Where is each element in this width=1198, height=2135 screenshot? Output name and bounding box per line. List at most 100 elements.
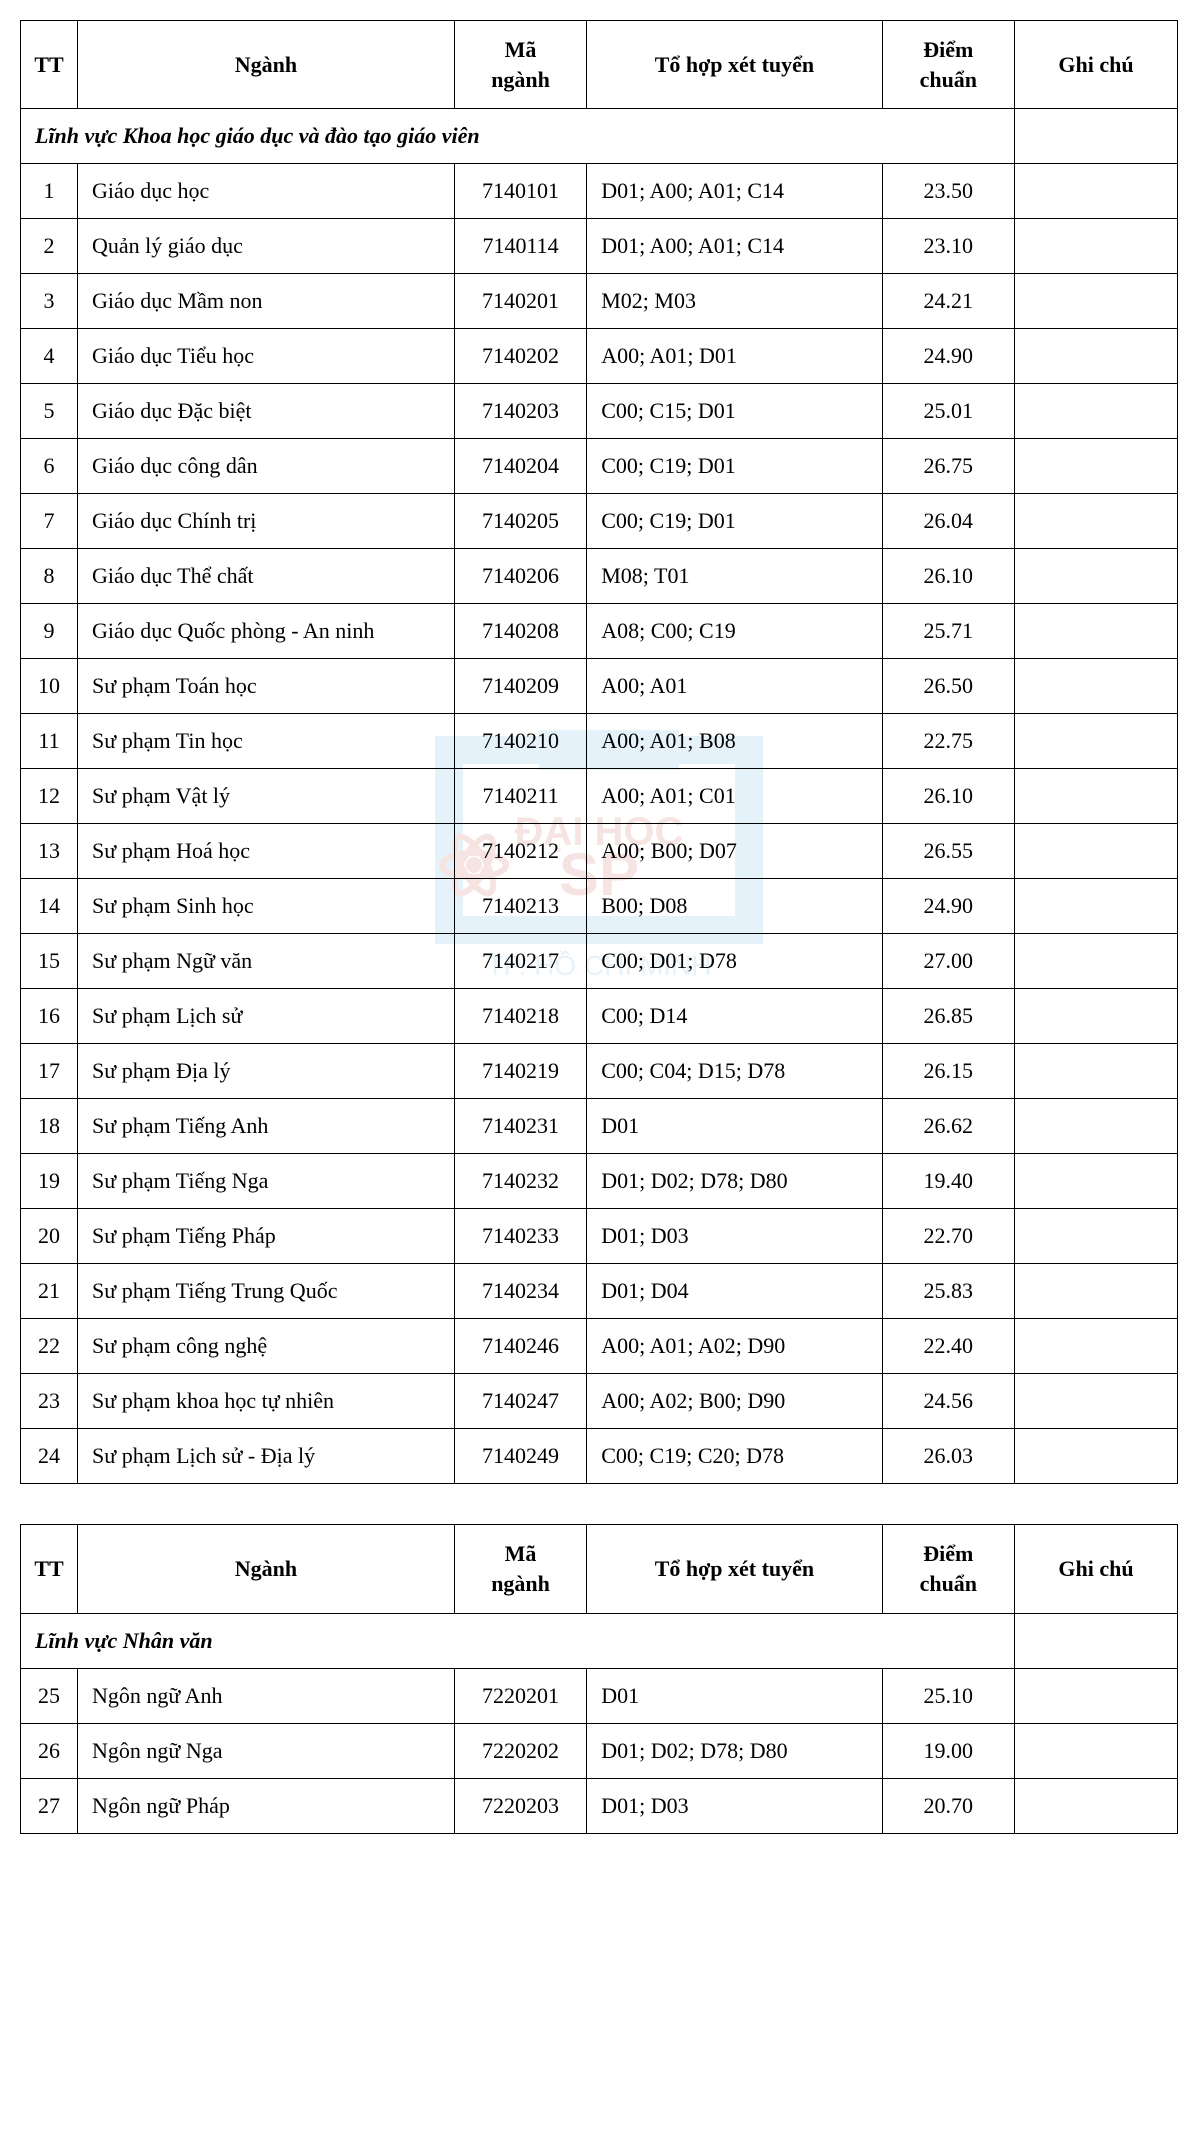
cell-tt: 3 — [21, 274, 78, 329]
cell-ma: 7140101 — [454, 164, 586, 219]
cell-tt: 20 — [21, 1209, 78, 1264]
cell-tt: 15 — [21, 934, 78, 989]
cell-ghi — [1015, 824, 1178, 879]
cell-ghi — [1015, 329, 1178, 384]
table-row: 5Giáo dục Đặc biệt7140203C00; C15; D0125… — [21, 384, 1178, 439]
section-title: Lĩnh vực Nhân văn — [21, 1613, 1015, 1668]
cell-diem: 25.10 — [882, 1668, 1014, 1723]
cell-diem: 19.40 — [882, 1154, 1014, 1209]
cell-ghi — [1015, 549, 1178, 604]
cell-diem: 26.55 — [882, 824, 1014, 879]
table-header-row: TTNgànhMãngànhTổ hợp xét tuyểnĐiểmchuẩnG… — [21, 21, 1178, 109]
header-tohop: Tổ hợp xét tuyển — [587, 1525, 882, 1613]
cell-th: M08; T01 — [587, 549, 882, 604]
cell-diem: 23.10 — [882, 219, 1014, 274]
table-row: 17Sư phạm Địa lý7140219C00; C04; D15; D7… — [21, 1044, 1178, 1099]
cell-diem: 27.00 — [882, 934, 1014, 989]
cell-nganh: Sư phạm Toán học — [78, 659, 455, 714]
cell-ma: 7140206 — [454, 549, 586, 604]
cell-ghi — [1015, 1154, 1178, 1209]
cell-diem: 26.10 — [882, 769, 1014, 824]
cell-ma: 7140208 — [454, 604, 586, 659]
table-row: 12Sư phạm Vật lý7140211A00; A01; C0126.1… — [21, 769, 1178, 824]
cell-ghi — [1015, 384, 1178, 439]
cell-ma: 7140219 — [454, 1044, 586, 1099]
cell-th: C00; D14 — [587, 989, 882, 1044]
cell-ma: 7140211 — [454, 769, 586, 824]
cell-ghi — [1015, 604, 1178, 659]
header-ghi: Ghi chú — [1015, 21, 1178, 109]
cell-nganh: Sư phạm khoa học tự nhiên — [78, 1374, 455, 1429]
cell-th: D01; D02; D78; D80 — [587, 1154, 882, 1209]
cell-diem: 25.01 — [882, 384, 1014, 439]
cell-th: C00; C19; D01 — [587, 494, 882, 549]
cell-diem: 26.04 — [882, 494, 1014, 549]
cell-diem: 26.15 — [882, 1044, 1014, 1099]
cell-ghi — [1015, 494, 1178, 549]
cell-tt: 13 — [21, 824, 78, 879]
cell-th: A08; C00; C19 — [587, 604, 882, 659]
cell-ghi — [1015, 1778, 1178, 1833]
cell-ma: 7140210 — [454, 714, 586, 769]
cell-th: A00; A01; A02; D90 — [587, 1319, 882, 1374]
table-row: 3Giáo dục Mầm non7140201M02; M0324.21 — [21, 274, 1178, 329]
header-ghi: Ghi chú — [1015, 1525, 1178, 1613]
cell-diem: 22.70 — [882, 1209, 1014, 1264]
cell-th: C00; C15; D01 — [587, 384, 882, 439]
admission-table-0: TTNgànhMãngànhTổ hợp xét tuyểnĐiểmchuẩnG… — [20, 20, 1178, 1484]
cell-diem: 26.75 — [882, 439, 1014, 494]
cell-th: A00; A01 — [587, 659, 882, 714]
cell-tt: 5 — [21, 384, 78, 439]
cell-tt: 11 — [21, 714, 78, 769]
cell-th: C00; C19; C20; D78 — [587, 1429, 882, 1484]
cell-diem: 26.10 — [882, 549, 1014, 604]
table-row: 26Ngôn ngữ Nga7220202D01; D02; D78; D801… — [21, 1723, 1178, 1778]
header-tt: TT — [21, 1525, 78, 1613]
table-row: 25Ngôn ngữ Anh7220201D0125.10 — [21, 1668, 1178, 1723]
cell-ma: 7140217 — [454, 934, 586, 989]
cell-th: A00; B00; D07 — [587, 824, 882, 879]
cell-nganh: Sư phạm Tiếng Trung Quốc — [78, 1264, 455, 1319]
cell-tt: 6 — [21, 439, 78, 494]
table-row: 19Sư phạm Tiếng Nga7140232D01; D02; D78;… — [21, 1154, 1178, 1209]
cell-ghi — [1015, 1668, 1178, 1723]
cell-tt: 21 — [21, 1264, 78, 1319]
cell-ghi — [1015, 274, 1178, 329]
cell-ma: 7140114 — [454, 219, 586, 274]
cell-ghi — [1015, 1099, 1178, 1154]
cell-nganh: Giáo dục Đặc biệt — [78, 384, 455, 439]
header-ma: Mãngành — [454, 1525, 586, 1613]
table-row: 23Sư phạm khoa học tự nhiên7140247A00; A… — [21, 1374, 1178, 1429]
cell-ma: 7140231 — [454, 1099, 586, 1154]
cell-diem: 26.62 — [882, 1099, 1014, 1154]
header-tt: TT — [21, 21, 78, 109]
cell-tt: 25 — [21, 1668, 78, 1723]
cell-tt: 7 — [21, 494, 78, 549]
cell-th: D01; D02; D78; D80 — [587, 1723, 882, 1778]
cell-diem: 26.85 — [882, 989, 1014, 1044]
cell-th: A00; A01; B08 — [587, 714, 882, 769]
table-row: 13Sư phạm Hoá học7140212A00; B00; D0726.… — [21, 824, 1178, 879]
cell-tt: 10 — [21, 659, 78, 714]
cell-ma: 7140202 — [454, 329, 586, 384]
cell-th: D01 — [587, 1668, 882, 1723]
header-nganh: Ngành — [78, 1525, 455, 1613]
cell-nganh: Ngôn ngữ Anh — [78, 1668, 455, 1723]
cell-diem: 24.56 — [882, 1374, 1014, 1429]
table-row: 14Sư phạm Sinh học7140213B00; D0824.90 — [21, 879, 1178, 934]
cell-th: D01; D03 — [587, 1209, 882, 1264]
cell-tt: 23 — [21, 1374, 78, 1429]
cell-diem: 20.70 — [882, 1778, 1014, 1833]
header-nganh: Ngành — [78, 21, 455, 109]
cell-ma: 7140246 — [454, 1319, 586, 1374]
cell-nganh: Giáo dục công dân — [78, 439, 455, 494]
cell-tt: 1 — [21, 164, 78, 219]
cell-nganh: Sư phạm Tiếng Nga — [78, 1154, 455, 1209]
table-row: 7Giáo dục Chính trị7140205C00; C19; D012… — [21, 494, 1178, 549]
cell-nganh: Sư phạm Hoá học — [78, 824, 455, 879]
cell-nganh: Sư phạm Tin học — [78, 714, 455, 769]
cell-tt: 24 — [21, 1429, 78, 1484]
cell-nganh: Giáo dục Thể chất — [78, 549, 455, 604]
cell-diem: 25.71 — [882, 604, 1014, 659]
cell-ma: 7140233 — [454, 1209, 586, 1264]
